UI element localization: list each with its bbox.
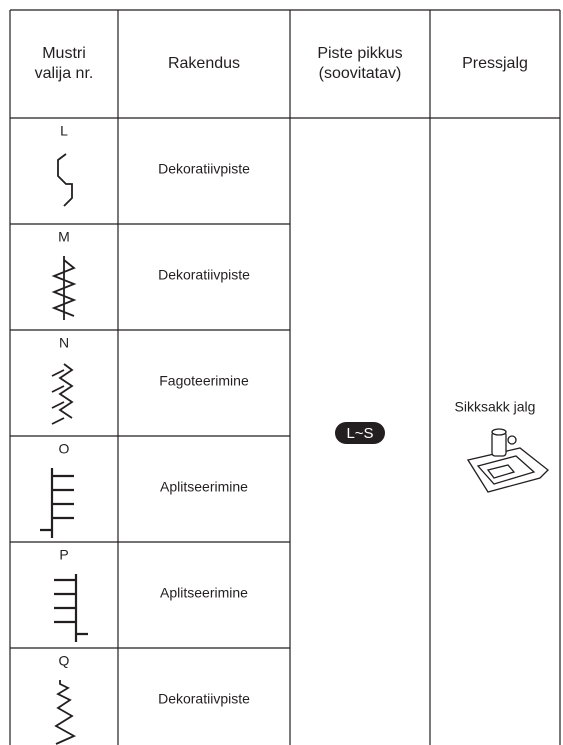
header-cell: valija nr. — [35, 65, 94, 82]
stitch-icon — [51, 363, 74, 425]
pattern-letter: Q — [59, 653, 70, 669]
application: Dekoratiivpiste — [158, 691, 250, 707]
pattern-letter: O — [59, 441, 70, 457]
stitch-icon — [54, 574, 88, 642]
pattern-letter: P — [59, 547, 68, 563]
application: Dekoratiivpiste — [158, 267, 250, 283]
stitch-length-badge — [335, 422, 385, 444]
stitch-icon — [40, 468, 74, 538]
header-cell: (soovitatav) — [319, 65, 402, 82]
header-cell: Pressjalg — [462, 55, 528, 72]
pattern-letter: M — [58, 229, 70, 245]
application: Aplitseerimine — [160, 479, 248, 495]
stitch-icon — [51, 256, 77, 320]
header-cell: Rakendus — [168, 55, 240, 72]
stitch-icon — [54, 680, 77, 745]
header-cell: Mustri — [42, 45, 86, 62]
application: Dekoratiivpiste — [158, 161, 250, 177]
stitch-length: L~S — [346, 425, 373, 442]
grid — [9, 9, 561, 745]
header-cell: Piste pikkus — [317, 45, 402, 62]
application: Aplitseerimine — [160, 585, 248, 601]
stitch-icon — [57, 153, 73, 207]
foot-icon — [466, 428, 549, 493]
pattern-letter: L — [60, 123, 68, 139]
pattern-letter: N — [59, 335, 69, 351]
application: Fagoteerimine — [159, 373, 249, 389]
presser-foot: Sikksakk jalg — [455, 399, 536, 415]
